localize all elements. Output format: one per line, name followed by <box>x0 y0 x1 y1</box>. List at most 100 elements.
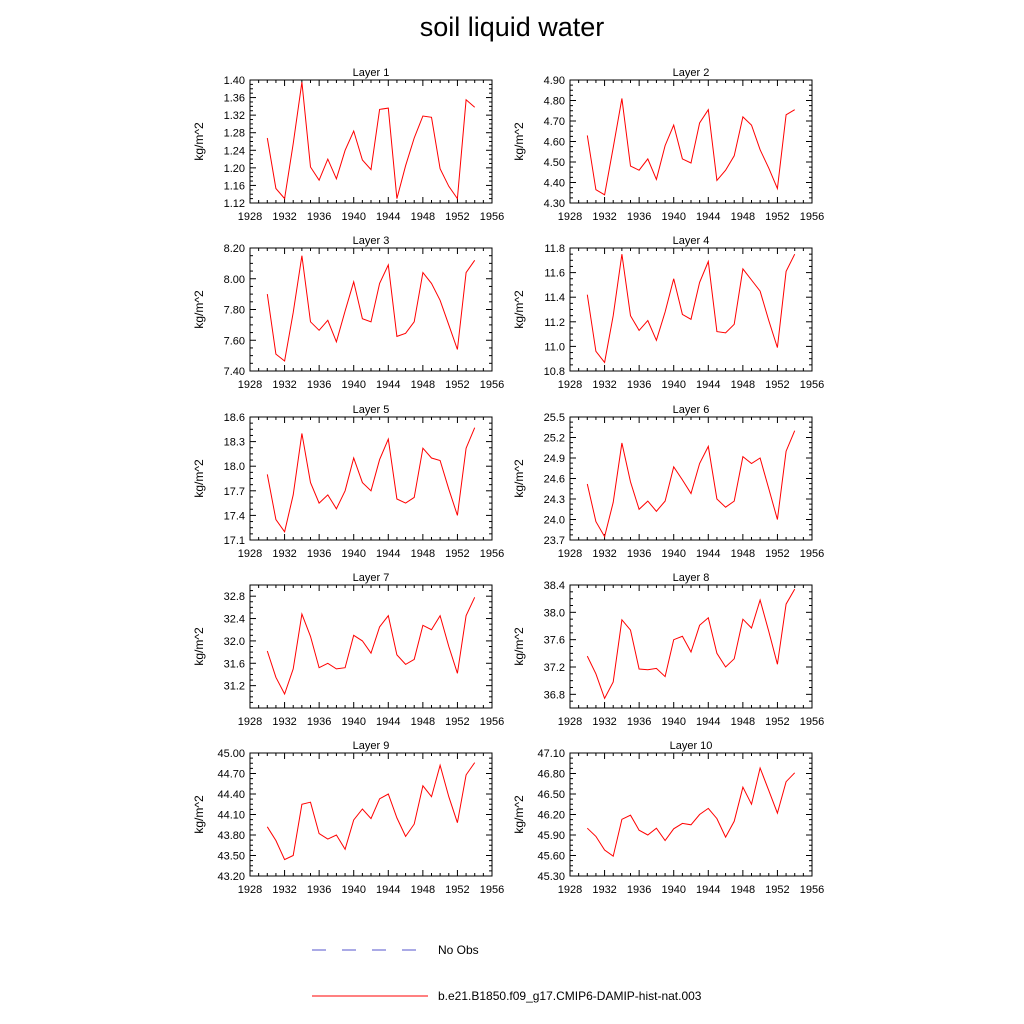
y-axis-label: kg/m^2 <box>512 122 526 161</box>
x-tick-label: 1936 <box>307 379 331 391</box>
x-tick-label: 1928 <box>558 379 582 391</box>
series-line <box>586 253 796 364</box>
panel-9: Layer 9 kg/m^2 1928 1932 1936 1940 1944 1948 195… <box>192 740 504 896</box>
panel-title: Layer 6 <box>673 404 710 416</box>
y-tick-label: 32.0 <box>224 636 245 648</box>
x-tick-label: 1948 <box>411 548 435 560</box>
panel-frame <box>569 752 813 877</box>
x-tick-label: 1932 <box>272 211 296 223</box>
y-axis-label: kg/m^2 <box>192 795 206 834</box>
y-tick-label: 7.40 <box>224 366 245 378</box>
x-tick-label: 1944 <box>376 716 400 728</box>
panel-title: Layer 10 <box>670 740 713 752</box>
series-line <box>266 82 476 201</box>
panel-title: Layer 2 <box>673 67 710 79</box>
x-tick-label: 1928 <box>558 716 582 728</box>
y-tick-label: 31.2 <box>224 681 245 693</box>
panel-title: Layer 5 <box>353 404 390 416</box>
x-tick-label: 1944 <box>376 884 400 896</box>
y-axis-label: kg/m^2 <box>192 627 206 666</box>
x-tick-label: 1944 <box>376 548 400 560</box>
y-axis-label: kg/m^2 <box>512 290 526 329</box>
y-tick-label: 17.4 <box>224 510 245 522</box>
series-line <box>266 427 476 533</box>
y-tick-label: 45.00 <box>217 748 245 760</box>
x-tick-label: 1948 <box>731 548 755 560</box>
panel-2: Layer 2 kg/m^2 1928 1932 1936 1940 1944 1948 195… <box>512 67 824 223</box>
y-tick-label: 44.70 <box>217 769 245 781</box>
x-tick-label: 1928 <box>558 211 582 223</box>
y-tick-label: 38.4 <box>544 580 565 592</box>
x-tick-label: 1952 <box>765 211 789 223</box>
y-tick-label: 45.60 <box>537 851 565 863</box>
y-tick-label: 38.0 <box>544 607 565 619</box>
y-tick-label: 46.20 <box>537 810 565 822</box>
x-tick-label: 1952 <box>765 716 789 728</box>
x-tick-label: 1932 <box>592 716 616 728</box>
x-tick-label: 1948 <box>731 716 755 728</box>
y-tick-label: 18.6 <box>224 412 245 424</box>
x-tick-label: 1956 <box>480 716 504 728</box>
x-tick-label: 1952 <box>445 379 469 391</box>
y-axis-label: kg/m^2 <box>512 627 526 666</box>
x-tick-label: 1928 <box>238 884 262 896</box>
x-tick-label: 1944 <box>376 211 400 223</box>
x-tick-label: 1936 <box>627 211 651 223</box>
y-tick-label: 45.30 <box>537 871 565 883</box>
x-tick-label: 1944 <box>696 548 720 560</box>
x-tick-label: 1940 <box>661 211 685 223</box>
x-tick-label: 1932 <box>272 716 296 728</box>
y-tick-label: 25.2 <box>544 433 565 445</box>
x-tick-label: 1936 <box>627 548 651 560</box>
y-tick-label: 43.50 <box>217 851 245 863</box>
y-tick-label: 11.2 <box>544 317 565 329</box>
y-tick-label: 43.80 <box>217 830 245 842</box>
y-tick-label: 17.7 <box>224 486 245 498</box>
y-tick-label: 4.60 <box>544 137 565 149</box>
series-line <box>266 255 476 362</box>
y-tick-label: 4.90 <box>544 75 565 87</box>
series-line <box>586 588 796 700</box>
y-tick-label: 23.7 <box>544 535 565 547</box>
y-tick-label: 24.9 <box>544 453 565 465</box>
y-tick-label: 4.40 <box>544 178 565 190</box>
x-tick-label: 1956 <box>480 379 504 391</box>
y-tick-label: 32.4 <box>224 614 245 626</box>
x-tick-label: 1948 <box>731 379 755 391</box>
series-line <box>586 98 795 196</box>
y-tick-label: 11.8 <box>544 243 565 255</box>
x-tick-label: 1944 <box>696 379 720 391</box>
x-tick-label: 1952 <box>445 716 469 728</box>
y-tick-label: 1.36 <box>224 93 245 105</box>
y-tick-label: 18.0 <box>224 461 245 473</box>
x-tick-label: 1936 <box>627 379 651 391</box>
x-tick-label: 1956 <box>800 211 824 223</box>
x-tick-label: 1944 <box>696 211 720 223</box>
panel-8: Layer 8 kg/m^2 1928 1932 1936 1940 1944 1948 195… <box>512 572 824 728</box>
x-tick-label: 1956 <box>800 379 824 391</box>
y-tick-label: 1.40 <box>224 75 245 87</box>
panel-7: Layer 7 kg/m^2 1928 1932 1936 1940 1944 1948 195… <box>192 572 504 728</box>
y-tick-label: 24.3 <box>544 494 565 506</box>
y-tick-label: 1.16 <box>224 180 245 192</box>
x-tick-label: 1940 <box>341 716 365 728</box>
y-tick-label: 24.0 <box>544 515 565 527</box>
y-tick-label: 1.24 <box>224 145 245 157</box>
page-title: soil liquid water <box>419 12 605 42</box>
x-tick-label: 1948 <box>731 884 755 896</box>
x-tick-label: 1932 <box>592 379 616 391</box>
y-tick-label: 10.8 <box>544 366 565 378</box>
x-tick-label: 1952 <box>765 379 789 391</box>
x-tick-label: 1952 <box>445 884 469 896</box>
y-tick-label: 4.30 <box>544 198 565 210</box>
y-axis-label: kg/m^2 <box>192 290 206 329</box>
y-tick-label: 4.80 <box>544 96 565 108</box>
x-tick-label: 1932 <box>272 884 296 896</box>
y-tick-label: 7.80 <box>224 305 245 317</box>
x-tick-label: 1940 <box>661 379 685 391</box>
panel-title: Layer 9 <box>353 740 390 752</box>
panel-frame <box>569 584 813 709</box>
x-tick-label: 1928 <box>238 379 262 391</box>
x-tick-label: 1952 <box>445 211 469 223</box>
